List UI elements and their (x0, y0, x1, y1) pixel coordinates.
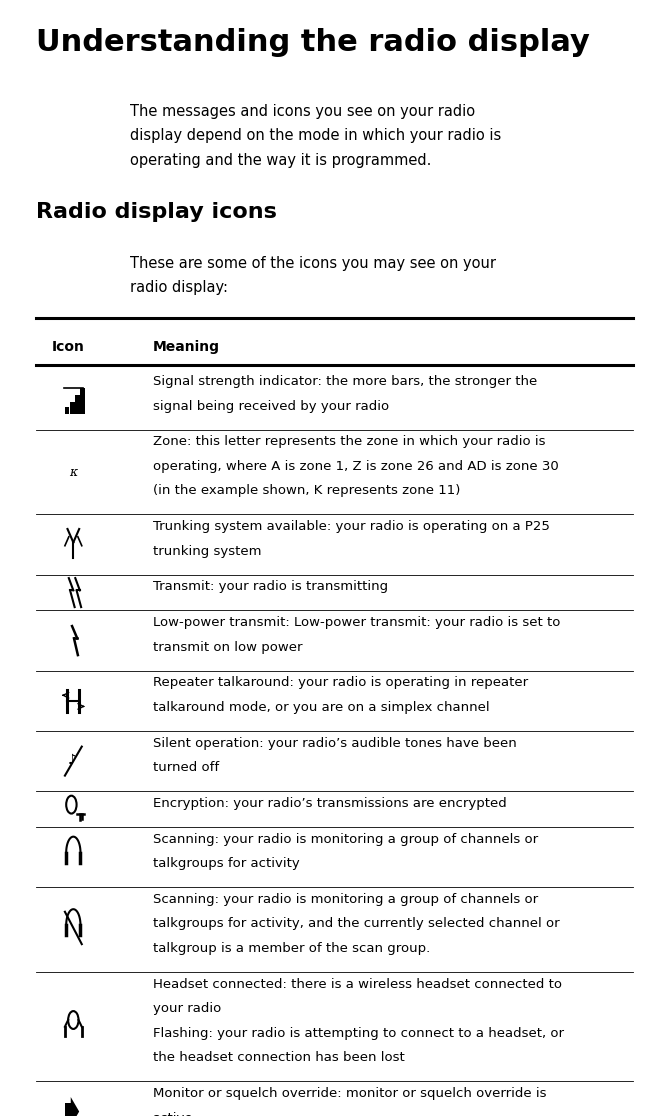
Text: Monitor or squelch override: monitor or squelch override is: Monitor or squelch override: monitor or … (153, 1087, 546, 1100)
Polygon shape (71, 1097, 79, 1116)
Text: ♪: ♪ (67, 753, 77, 767)
Text: Encryption: your radio’s transmissions are encrypted: Encryption: your radio’s transmissions a… (153, 797, 506, 810)
Text: transmit on low power: transmit on low power (153, 641, 302, 654)
Text: Radio display icons: Radio display icons (36, 202, 276, 222)
Text: κ: κ (69, 465, 77, 479)
Text: active: active (153, 1112, 193, 1116)
Text: talkgroups for activity: talkgroups for activity (153, 857, 299, 870)
Text: Understanding the radio display: Understanding the radio display (36, 28, 589, 57)
Text: Scanning: your radio is monitoring a group of channels or: Scanning: your radio is monitoring a gro… (153, 833, 537, 846)
Text: Headset connected: there is a wireless headset connected to: Headset connected: there is a wireless h… (153, 978, 561, 991)
Text: Meaning: Meaning (153, 340, 219, 355)
Text: talkgroups for activity, and the currently selected channel or: talkgroups for activity, and the current… (153, 917, 559, 931)
Text: operating and the way it is programmed.: operating and the way it is programmed. (130, 153, 431, 167)
Text: the headset connection has been lost: the headset connection has been lost (153, 1051, 404, 1065)
Text: Low-power transmit: Low-power transmit: your radio is set to: Low-power transmit: Low-power transmit: … (153, 616, 560, 629)
Text: talkgroup is a member of the scan group.: talkgroup is a member of the scan group. (153, 942, 430, 955)
Text: operating, where A is zone 1, Z is zone 26 and AD is zone 30: operating, where A is zone 1, Z is zone … (153, 460, 558, 473)
Text: talkaround mode, or you are on a simplex channel: talkaround mode, or you are on a simplex… (153, 701, 489, 714)
Text: Icon: Icon (52, 340, 85, 355)
Text: Scanning: your radio is monitoring a group of channels or: Scanning: your radio is monitoring a gro… (153, 893, 537, 906)
Text: Repeater talkaround: your radio is operating in repeater: Repeater talkaround: your radio is opera… (153, 676, 528, 690)
Text: Flashing: your radio is attempting to connect to a headset, or: Flashing: your radio is attempting to co… (153, 1027, 563, 1040)
Bar (65, 407, 69, 414)
Bar (80, 388, 85, 414)
Bar (75, 395, 80, 414)
Text: trunking system: trunking system (153, 545, 261, 558)
Text: (in the example shown, K represents zone 11): (in the example shown, K represents zone… (153, 484, 460, 498)
Text: signal being received by your radio: signal being received by your radio (153, 400, 389, 413)
Text: Silent operation: your radio’s audible tones have been: Silent operation: your radio’s audible t… (153, 737, 516, 750)
Text: display depend on the mode in which your radio is: display depend on the mode in which your… (130, 128, 501, 143)
Text: Zone: this letter represents the zone in which your radio is: Zone: this letter represents the zone in… (153, 435, 545, 449)
Text: radio display:: radio display: (130, 280, 228, 295)
Text: The messages and icons you see on your radio: The messages and icons you see on your r… (130, 104, 475, 118)
Bar (65, 1103, 71, 1116)
Bar (70, 402, 75, 414)
Text: Trunking system available: your radio is operating on a P25: Trunking system available: your radio is… (153, 520, 550, 533)
Text: Transmit: your radio is transmitting: Transmit: your radio is transmitting (153, 580, 387, 594)
Text: These are some of the icons you may see on your: These are some of the icons you may see … (130, 256, 496, 270)
Text: turned off: turned off (153, 761, 219, 775)
Text: your radio: your radio (153, 1002, 221, 1016)
Text: Signal strength indicator: the more bars, the stronger the: Signal strength indicator: the more bars… (153, 375, 537, 388)
